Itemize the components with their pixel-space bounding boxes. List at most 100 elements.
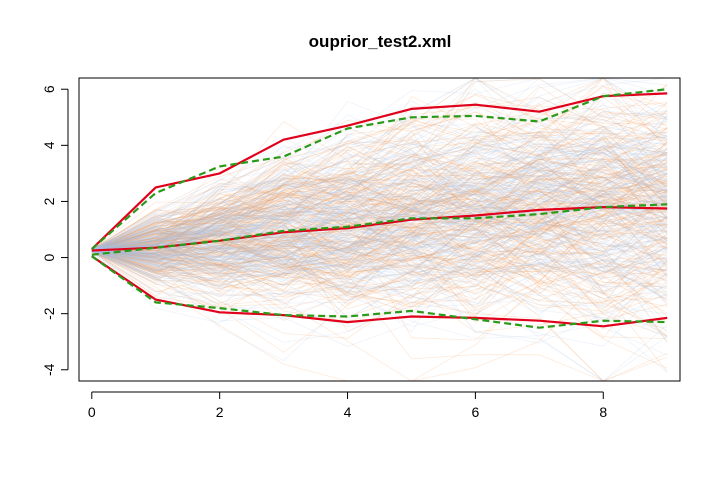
simulated-path <box>91 102 668 277</box>
x-tick-label: 6 <box>472 404 480 420</box>
simulated-path <box>91 85 668 251</box>
simulated-path <box>91 164 668 272</box>
simulated-path <box>91 159 668 251</box>
simulated-path <box>91 131 668 257</box>
simulated-path <box>91 154 668 251</box>
simulated-path <box>91 176 668 257</box>
simulated-path <box>91 114 668 296</box>
simulated-path <box>91 216 668 298</box>
simulated-path <box>91 171 668 269</box>
simulated-path <box>91 114 668 253</box>
simulated-path <box>91 234 668 337</box>
simulated-path <box>91 131 668 251</box>
simulated-path <box>91 153 668 250</box>
simulated-path <box>91 208 668 276</box>
series-line-upper-dashed <box>91 88 668 250</box>
simulated-path <box>91 156 668 270</box>
simulated-path <box>91 196 668 320</box>
simulated-path <box>91 251 668 382</box>
simulated-path <box>91 229 668 277</box>
simulated-path <box>91 167 668 283</box>
simulated-path <box>91 111 668 251</box>
simulated-path <box>91 220 668 372</box>
simulated-path <box>91 195 668 280</box>
simulated-path <box>91 126 668 256</box>
simulated-path <box>91 92 668 251</box>
simulated-path <box>91 166 668 306</box>
simulated-path <box>91 159 668 251</box>
simulated-path <box>91 110 668 281</box>
simulated-path <box>91 173 668 251</box>
simulated-path <box>91 103 668 251</box>
series-line-median <box>91 206 668 252</box>
simulated-path <box>91 182 668 251</box>
simulated-path <box>91 194 668 266</box>
simulated-path <box>91 132 668 279</box>
simulated-path <box>91 173 668 280</box>
simulated-path <box>91 214 668 343</box>
simulated-path <box>91 151 668 251</box>
simulated-path <box>91 195 668 307</box>
simulated-path <box>91 165 668 253</box>
simulated-path <box>91 214 668 272</box>
simulated-path <box>91 77 668 250</box>
simulated-path <box>91 147 668 252</box>
simulated-path <box>91 206 668 315</box>
simulated-path <box>91 160 668 285</box>
simulated-path <box>91 77 668 266</box>
simulated-path <box>91 158 668 272</box>
simulated-path <box>91 128 668 252</box>
simulated-path <box>91 158 668 289</box>
simulated-path <box>91 77 668 251</box>
simulated-path <box>91 224 668 382</box>
simulated-path <box>91 151 668 277</box>
simulated-path <box>91 168 668 258</box>
simulated-path <box>91 183 668 279</box>
simulated-path <box>91 155 668 291</box>
simulated-path <box>91 245 668 382</box>
simulated-path <box>91 127 668 252</box>
simulated-path <box>91 127 668 252</box>
simulated-path <box>91 172 668 297</box>
simulated-path <box>91 220 668 317</box>
simulated-path <box>91 125 668 287</box>
simulated-path <box>91 220 668 337</box>
simulated-path <box>91 161 668 250</box>
simulated-path <box>91 173 668 283</box>
x-tick-label: 0 <box>88 404 96 420</box>
simulated-path <box>91 153 668 314</box>
simulated-path <box>91 174 668 313</box>
simulated-path <box>91 111 668 253</box>
simulated-path <box>91 178 668 257</box>
simulated-path <box>91 199 668 341</box>
simulated-path <box>91 140 668 261</box>
simulated-path <box>91 246 668 304</box>
simulated-path <box>91 143 668 251</box>
simulated-path <box>91 135 668 267</box>
simulated-path <box>91 120 668 251</box>
simulated-path <box>91 77 668 252</box>
simulated-path <box>91 199 668 262</box>
simulated-path <box>91 148 668 253</box>
simulated-path <box>91 240 668 300</box>
x-tick-label: 4 <box>344 404 352 420</box>
simulated-path <box>91 143 668 258</box>
simulated-path <box>91 231 668 297</box>
simulated-path <box>91 197 668 271</box>
simulated-path <box>91 199 668 288</box>
simulated-path <box>91 210 668 277</box>
simulated-path <box>91 193 668 270</box>
simulated-path <box>91 134 668 279</box>
simulated-path <box>91 168 668 336</box>
simulated-path <box>91 190 668 276</box>
simulated-path <box>91 195 668 333</box>
simulated-path <box>91 179 668 288</box>
simulated-path <box>91 164 668 362</box>
simulated-path <box>91 133 668 254</box>
simulated-path <box>91 132 668 251</box>
simulated-path <box>91 165 668 274</box>
simulated-path <box>91 177 668 273</box>
series-lines <box>91 88 668 329</box>
simulated-path <box>91 161 668 251</box>
x-axis: 0 2 4 6 8 <box>88 391 607 420</box>
